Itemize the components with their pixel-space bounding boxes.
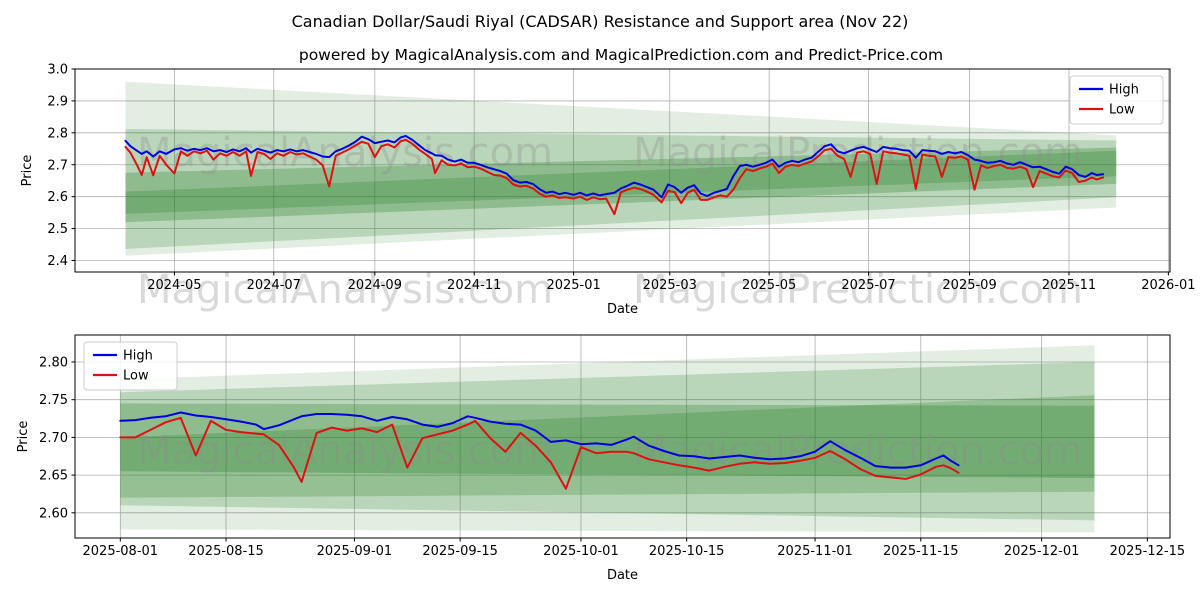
figure-title: Canadian Dollar/Saudi Riyal (CADSAR) Res… — [292, 12, 909, 31]
x-tick-label: 2025-08-01 — [83, 544, 159, 559]
y-tick-label: 2.70 — [39, 431, 68, 446]
x-axis-label: Date — [607, 568, 638, 583]
x-tick-label: 2024-07 — [247, 278, 301, 293]
y-tick-label: 2.9 — [47, 94, 68, 109]
low-line — [124, 138, 1105, 216]
y-tick-label: 3.0 — [47, 63, 68, 78]
high-line — [119, 411, 960, 469]
band-polygon — [120, 362, 1095, 521]
x-tick-label: 2025-10-01 — [543, 544, 619, 559]
x-tick-label: 2026-01 — [1141, 278, 1195, 293]
x-tick-label: 2025-10-15 — [649, 544, 725, 559]
x-tick-label: 2025-11 — [1042, 278, 1096, 293]
charts-root: MagicalAnalysis.com MagicalPrediction.com… — [16, 63, 1196, 584]
legend-low-label: Low — [1109, 103, 1135, 118]
x-tick-label: 2025-08-15 — [188, 544, 264, 559]
band-polygon — [125, 81, 1117, 256]
x-tick-label: 2025-11-15 — [883, 544, 959, 559]
legend-low-label: Low — [123, 369, 149, 384]
series-lines — [119, 411, 960, 490]
y-axis-label: Price — [20, 155, 35, 187]
watermark-text: MagicalAnalysis.com — [137, 267, 553, 313]
y-tick-label: 2.5 — [47, 222, 68, 237]
x-tick-label: 2025-05 — [742, 278, 796, 293]
y-tick-label: 2.75 — [39, 393, 68, 408]
y-tick-label: 2.8 — [47, 126, 68, 141]
y-tick-label: 2.60 — [39, 506, 68, 521]
watermark-text: MagicalPrediction.com — [633, 428, 1083, 474]
series-lines — [124, 135, 1105, 216]
chart-recent-detail: MagicalAnalysis.com MagicalPrediction.com… — [16, 334, 1185, 583]
watermark-text: MagicalAnalysis.com — [137, 428, 553, 474]
watermark-text: MagicalAnalysis.com — [137, 130, 553, 176]
watermark-band-row: MagicalAnalysis.com MagicalPrediction.com — [137, 267, 1083, 313]
y-tick-label: 2.65 — [39, 469, 68, 484]
legend-high-label: High — [1109, 83, 1139, 98]
chart-overview: MagicalAnalysis.com MagicalPrediction.com… — [20, 63, 1196, 318]
band-polygon — [125, 150, 1117, 214]
figure-subtitle: powered by MagicalAnalysis.com and Magic… — [299, 46, 943, 64]
band-polygon — [125, 147, 1117, 223]
legend: High Low — [1069, 75, 1164, 125]
band-polygon — [120, 395, 1095, 498]
low-line — [119, 416, 960, 490]
x-tick-label: 2024-05 — [147, 278, 201, 293]
axes-spines — [74, 334, 1171, 539]
x-tick-label: 2025-07 — [841, 278, 895, 293]
x-tick-label: 2024-09 — [348, 278, 402, 293]
x-tick-label: 2025-09 — [942, 278, 996, 293]
band-polygon — [120, 403, 1095, 479]
watermark-text: MagicalPrediction.com — [633, 267, 1083, 313]
y-tick-label: 2.7 — [47, 158, 68, 173]
x-tick-label: 2025-09-15 — [422, 544, 498, 559]
tick-labels: 2024-05 2024-07 2024-09 2024-11 2025-01 2025-… — [47, 63, 1195, 294]
y-tick-label: 2.80 — [39, 355, 68, 370]
y-tick-label: 2.6 — [47, 190, 68, 205]
x-tick-label: 2024-11 — [447, 278, 501, 293]
x-tick-label: 2025-11-01 — [777, 544, 853, 559]
x-tick-label: 2025-12-01 — [1004, 544, 1080, 559]
x-axis-label: Date — [607, 302, 638, 317]
legend-high-label: High — [123, 349, 153, 364]
legend: High Low — [83, 341, 178, 391]
support-resistance-bands — [120, 345, 1095, 533]
x-tick-label: 2025-03 — [643, 278, 697, 293]
band-polygon — [120, 345, 1095, 533]
y-tick-label: 2.4 — [47, 254, 68, 269]
x-tick-label: 2025-09-01 — [317, 544, 393, 559]
y-axis-label: Price — [16, 421, 31, 453]
high-line — [124, 135, 1105, 199]
x-tick-label: 2025-01 — [546, 278, 600, 293]
axes-spines — [74, 68, 1171, 273]
x-tick-label: 2025-12-15 — [1110, 544, 1186, 559]
support-resistance-bands — [125, 81, 1117, 256]
tick-labels: 2025-08-01 2025-08-15 2025-09-01 2025-09-15… — [39, 355, 1185, 559]
